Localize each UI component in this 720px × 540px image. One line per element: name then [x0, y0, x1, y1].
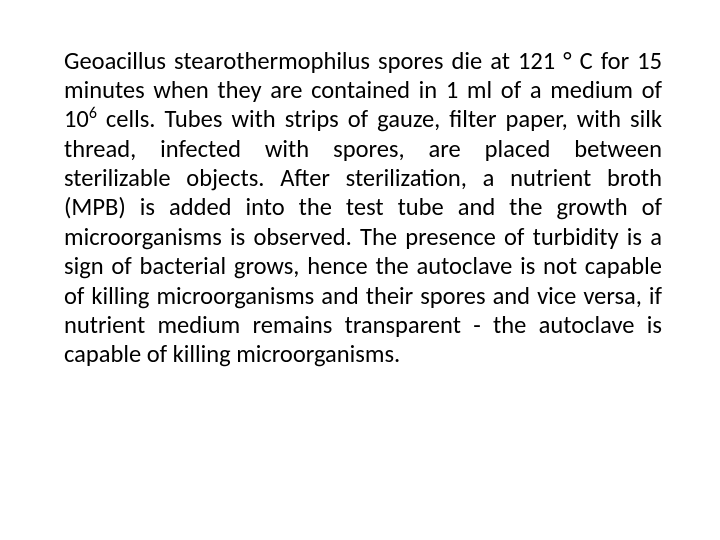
slide-container: Geoacillus stearothermophilus spores die…	[0, 0, 720, 540]
body-paragraph: Geoacillus stearothermophilus spores die…	[64, 47, 662, 370]
text-after-sup: cells. Tubes with strips of gauze, filte…	[64, 104, 662, 369]
exponent: 6	[89, 104, 97, 123]
